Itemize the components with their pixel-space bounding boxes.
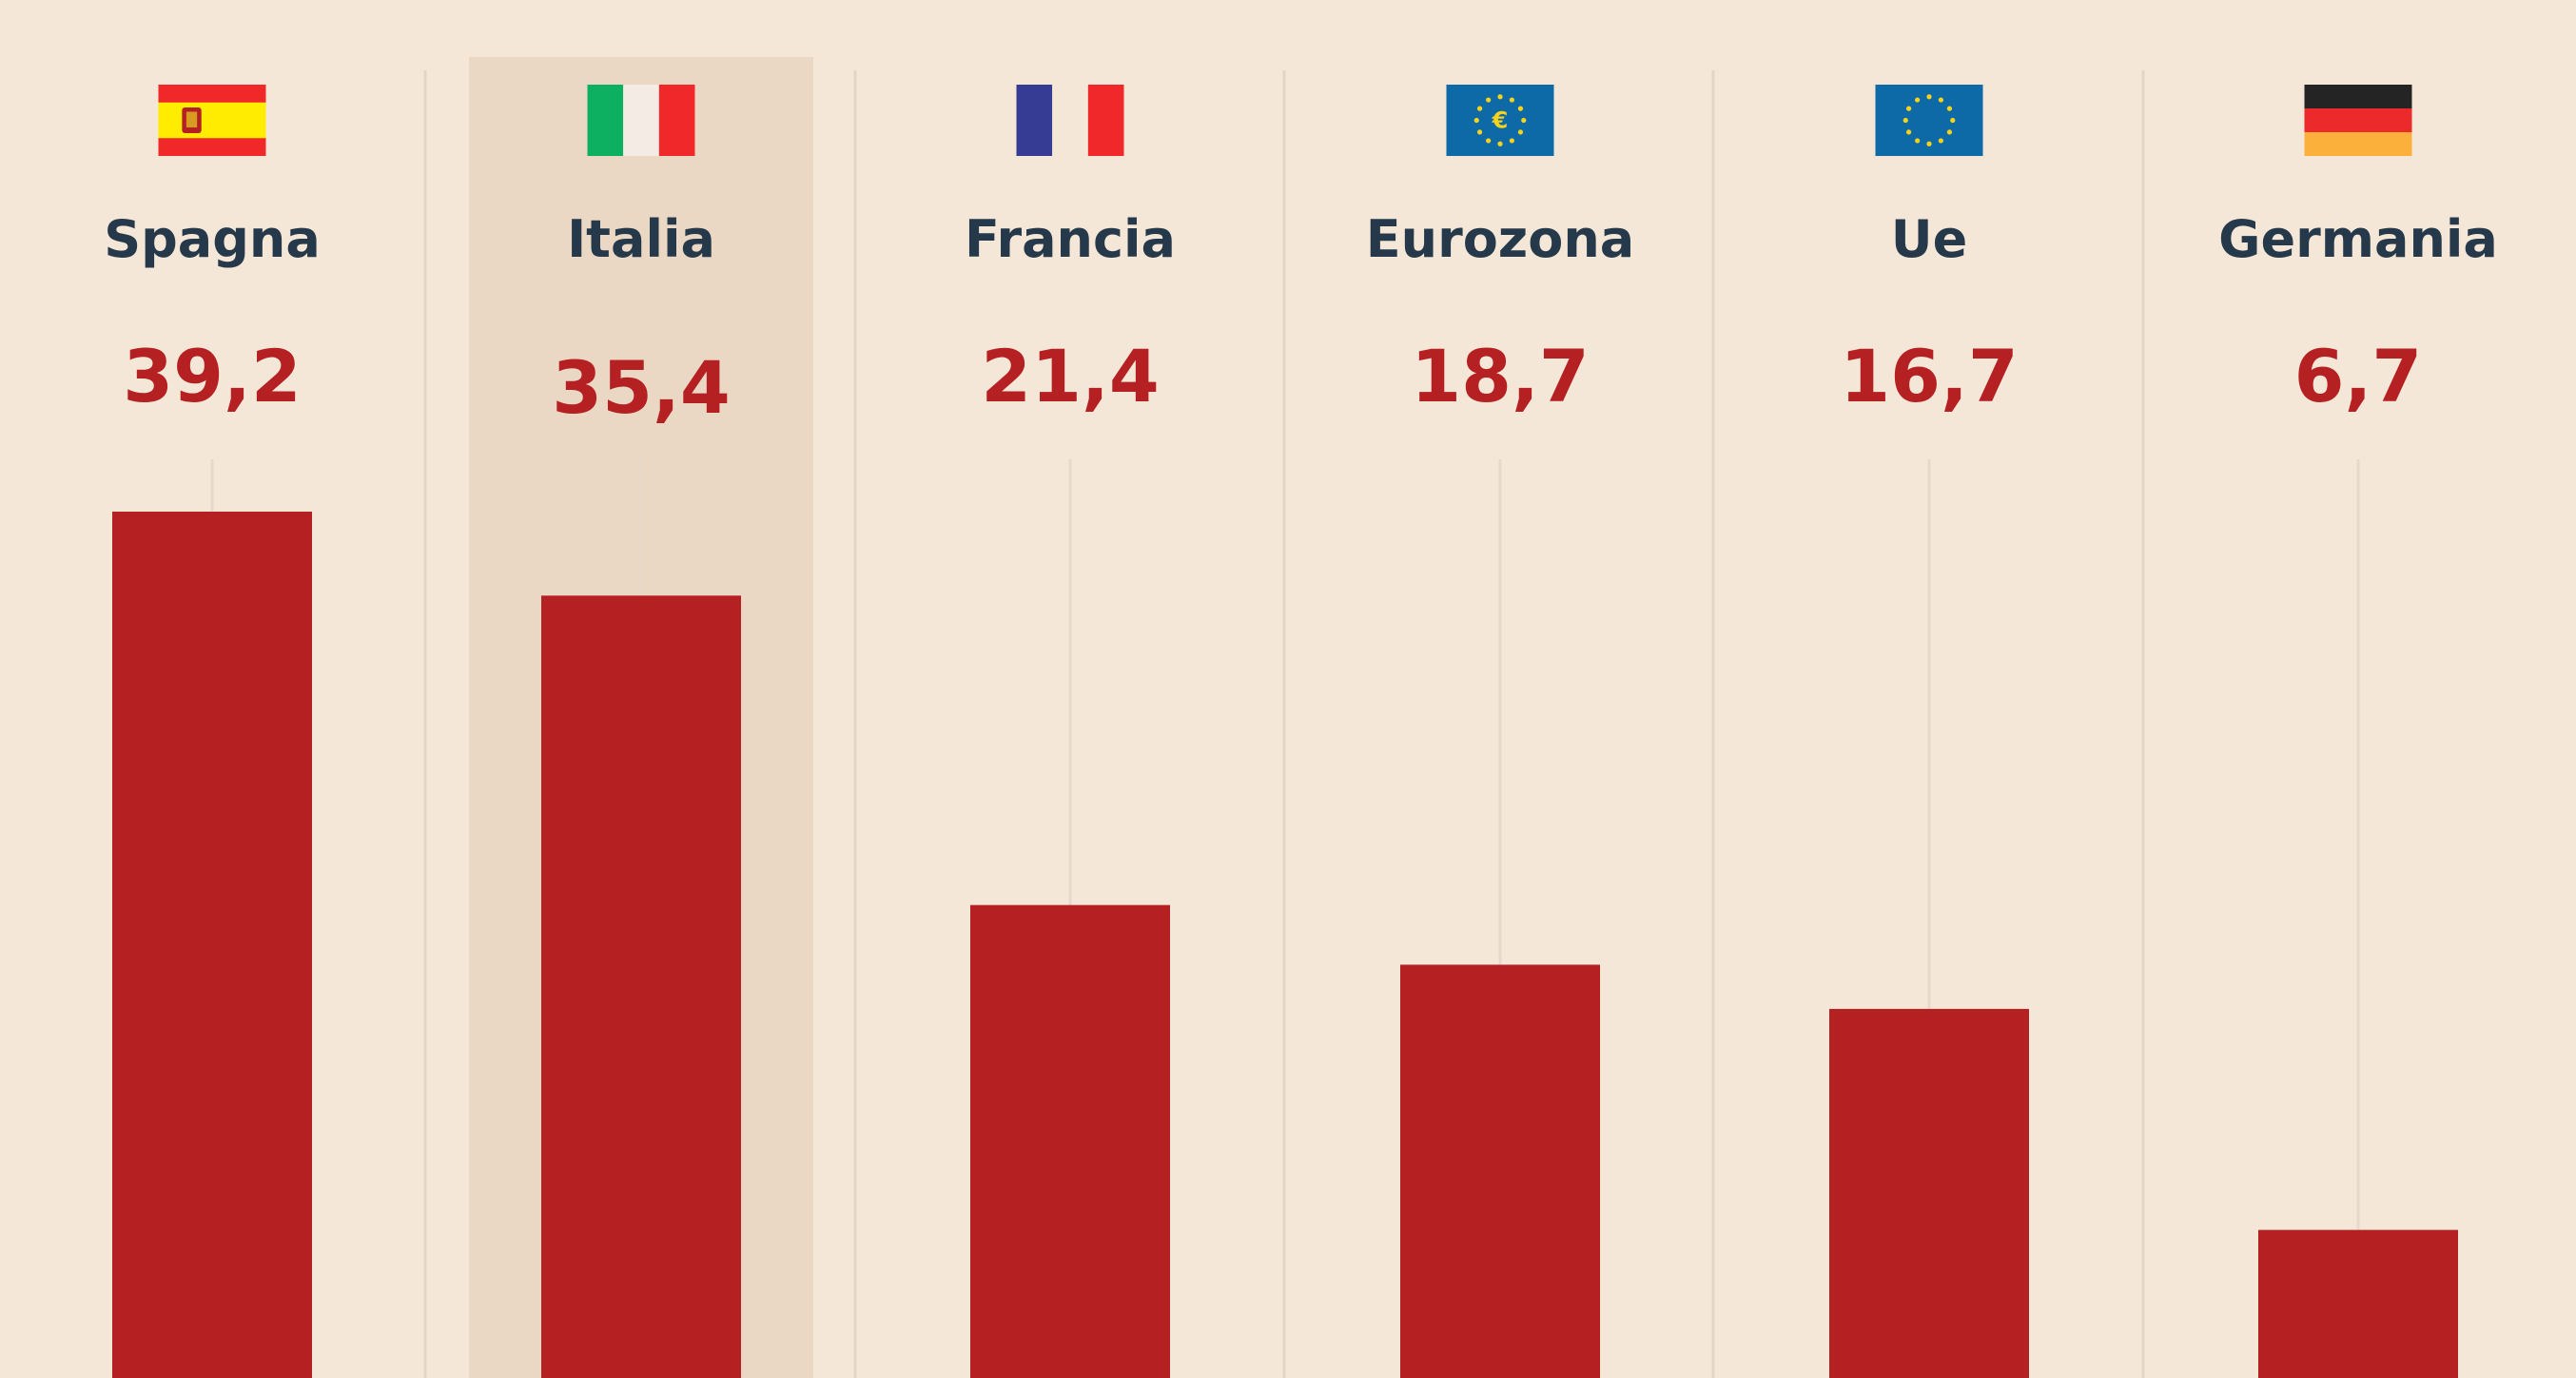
category-label-francia: Francia [965,209,1176,269]
eu-flag-icon [1875,85,1983,156]
value-label-ue: 16,7 [1840,334,2019,418]
category-label-ue: Ue [1891,209,1967,269]
bar-francia [970,904,1170,1378]
category-label-spagna: Spagna [104,209,321,269]
bar-eurozona [1400,964,1600,1378]
value-label-italia: 35,4 [552,345,731,430]
spain-flag-icon [158,85,266,156]
category-label-germania: Germania [2218,209,2498,269]
bar-spagna [112,512,312,1378]
bar-italia [541,595,741,1378]
value-label-eurozona: 18,7 [1411,334,1590,418]
value-label-spagna: 39,2 [123,334,302,418]
category-label-italia: Italia [567,209,715,269]
svg-text:€: € [1492,107,1509,134]
eurozone-flag-icon: € [1446,85,1554,156]
value-label-francia: 21,4 [981,334,1160,418]
bar-ue [1829,1008,2029,1378]
category-label-eurozona: Eurozona [1366,209,1634,269]
germany-flag-icon [2304,85,2412,156]
value-label-germania: 6,7 [2294,334,2423,418]
bar-germania [2258,1230,2458,1378]
france-flag-icon [1016,85,1124,156]
italy-flag-icon [587,85,695,156]
